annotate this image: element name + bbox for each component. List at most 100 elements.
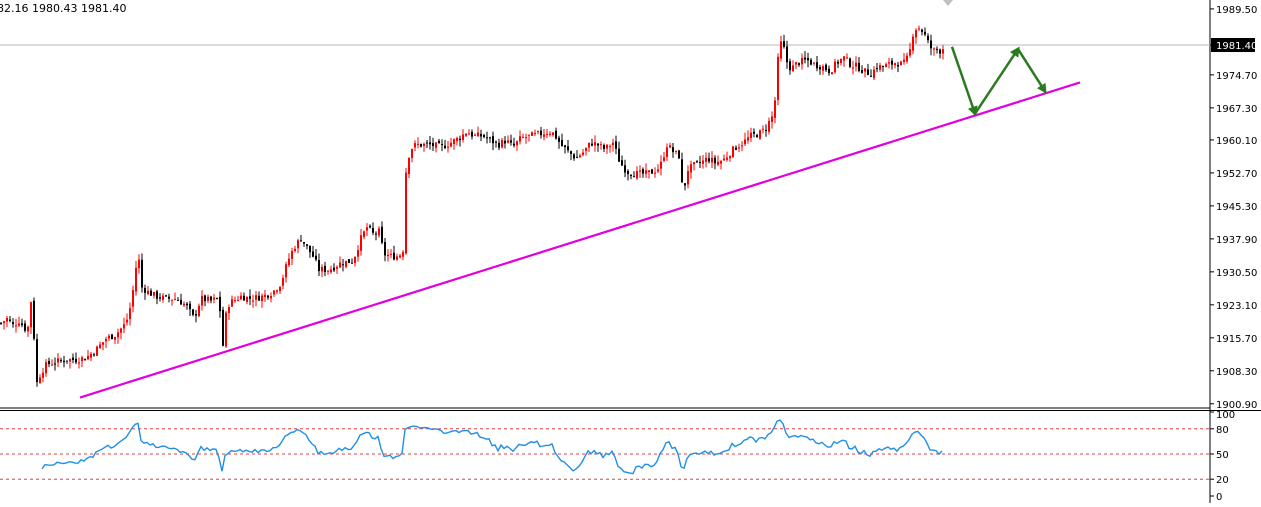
bullish-candle <box>387 254 389 257</box>
bullish-candle <box>792 65 794 72</box>
bullish-candle <box>42 372 44 378</box>
bearish-candle <box>441 144 443 146</box>
bullish-candle <box>585 147 587 151</box>
bullish-candle <box>411 149 413 158</box>
bearish-candle <box>186 303 188 306</box>
bearish-candle <box>567 146 569 151</box>
bearish-candle <box>591 143 593 146</box>
bearish-candle <box>375 233 377 235</box>
bullish-candle <box>702 160 704 164</box>
bearish-candle <box>798 63 800 65</box>
bearish-candle <box>615 141 617 149</box>
bullish-candle <box>354 256 356 263</box>
bullish-candle <box>147 290 149 295</box>
bullish-candle <box>750 132 752 138</box>
bullish-candle <box>201 295 203 306</box>
bullish-candle <box>687 170 689 185</box>
bullish-candle <box>501 140 503 148</box>
bullish-candle <box>456 138 458 142</box>
bearish-candle <box>504 140 506 144</box>
bearish-candle <box>432 142 434 147</box>
bullish-candle <box>114 336 116 340</box>
bearish-candle <box>696 161 698 163</box>
bullish-candle <box>90 353 92 358</box>
bullish-candle <box>522 136 524 138</box>
bearish-candle <box>48 360 50 365</box>
bullish-candle <box>660 161 662 169</box>
bullish-candle <box>549 133 551 135</box>
bullish-candle <box>252 300 254 302</box>
bearish-candle <box>927 35 929 41</box>
bearish-candle <box>195 314 197 316</box>
bearish-candle <box>672 147 674 153</box>
bullish-candle <box>900 61 902 66</box>
bullish-candle <box>30 302 32 328</box>
bearish-candle <box>624 165 626 173</box>
bearish-candle <box>351 262 353 264</box>
bullish-candle <box>822 66 824 71</box>
projection-arrow <box>950 46 978 117</box>
bearish-candle <box>258 295 260 301</box>
y-tick-label: 1967.30 <box>1216 104 1257 115</box>
bullish-candle <box>885 64 887 68</box>
bearish-candle <box>936 48 938 50</box>
bearish-candle <box>249 296 251 299</box>
bullish-candle <box>414 143 416 148</box>
bullish-candle <box>231 299 233 307</box>
y-tick-label: 1900.90 <box>1216 400 1257 411</box>
bearish-candle <box>384 242 386 256</box>
bearish-candle <box>576 157 578 159</box>
bullish-candle <box>600 144 602 146</box>
bullish-candle <box>402 252 404 257</box>
bearish-candle <box>678 150 680 159</box>
bullish-candle <box>894 63 896 66</box>
bearish-candle <box>708 158 710 162</box>
bullish-candle <box>507 140 509 143</box>
bearish-candle <box>825 64 827 71</box>
y-tick-label: 1915.70 <box>1216 334 1257 345</box>
projection-arrow <box>1016 48 1047 94</box>
bearish-candle <box>570 151 572 154</box>
rsi-scale-label: 0 <box>1216 492 1222 503</box>
bearish-candle <box>426 142 428 144</box>
bullish-candle <box>588 142 590 148</box>
bearish-candle <box>483 135 485 137</box>
bearish-candle <box>597 143 599 146</box>
bullish-candle <box>240 295 242 300</box>
bullish-candle <box>120 328 122 333</box>
bullish-candle <box>903 59 905 63</box>
bullish-candle <box>99 344 101 349</box>
bullish-candle <box>723 158 725 161</box>
bearish-candle <box>342 264 344 266</box>
bearish-candle <box>150 290 152 296</box>
bearish-candle <box>783 41 785 47</box>
bearish-candle <box>459 138 461 141</box>
bearish-candle <box>921 29 923 32</box>
bearish-candle <box>12 322 14 325</box>
bearish-candle <box>111 334 113 340</box>
bearish-candle <box>168 296 170 299</box>
bullish-candle <box>270 295 272 299</box>
bearish-candle <box>471 131 473 137</box>
bearish-candle <box>633 176 635 178</box>
bullish-candle <box>135 267 137 292</box>
bullish-candle <box>81 357 83 362</box>
rsi-scale-label: 100 <box>1216 410 1235 421</box>
bullish-candle <box>45 362 47 374</box>
rsi-scale-label: 50 <box>1216 450 1229 461</box>
bearish-candle <box>558 137 560 142</box>
bearish-candle <box>492 136 494 144</box>
bullish-candle <box>213 297 215 300</box>
bearish-candle <box>309 245 311 253</box>
bearish-candle <box>882 65 884 67</box>
bullish-candle <box>129 308 131 319</box>
bullish-candle <box>543 134 545 137</box>
projection-arrow <box>973 46 1020 115</box>
bearish-candle <box>192 309 194 315</box>
bearish-candle <box>627 170 629 175</box>
bearish-candle <box>540 130 542 136</box>
bullish-candle <box>516 141 518 146</box>
